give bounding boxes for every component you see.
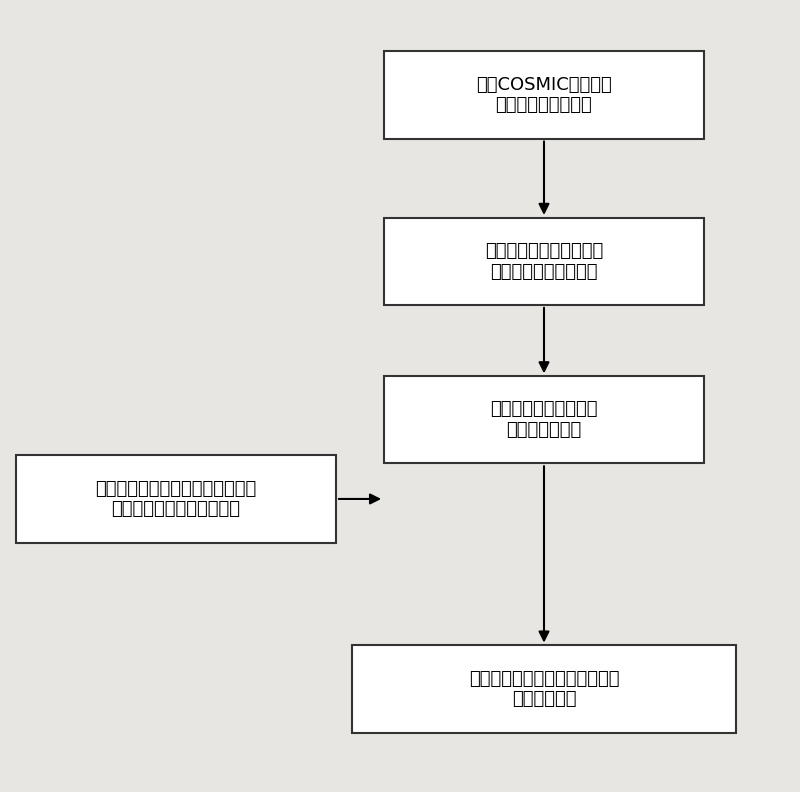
FancyBboxPatch shape [16,455,336,543]
Text: 基于相同的反演方法，利用无线电
探空仪数据实现云底高反演: 基于相同的反演方法，利用无线电 探空仪数据实现云底高反演 [95,480,257,518]
FancyBboxPatch shape [384,376,704,463]
Text: 统计COSMIC掩星垂直
探测范围的全球分布: 统计COSMIC掩星垂直 探测范围的全球分布 [476,76,612,114]
FancyBboxPatch shape [352,645,736,733]
Text: 利用相对湿度廓线数据
实现云底高反演: 利用相对湿度廓线数据 实现云底高反演 [490,401,598,439]
Text: 读取掩星温度和水汽压数
据，计算相对湿度廓线: 读取掩星温度和水汽压数 据，计算相对湿度廓线 [485,242,603,280]
FancyBboxPatch shape [384,218,704,305]
FancyBboxPatch shape [384,51,704,139]
Text: 对掩星和探空仪云底高反演结果
进行对比分析: 对掩星和探空仪云底高反演结果 进行对比分析 [469,670,619,708]
